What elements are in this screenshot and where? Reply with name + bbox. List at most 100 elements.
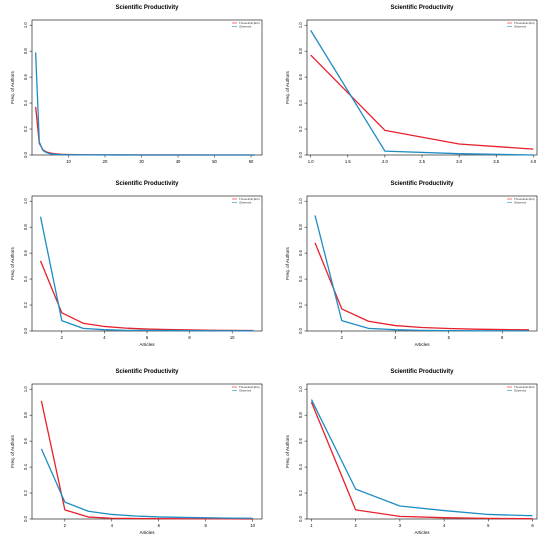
x-axis-label: Articles <box>414 530 430 535</box>
y-tick-label: 0.0 <box>298 515 303 521</box>
y-tick-label: 0.2 <box>298 301 303 307</box>
y-axis-label: Freq. of Authors <box>10 434 15 467</box>
chart-title: Scientific Productivity <box>390 5 454 11</box>
y-axis-label: Freq. of Authors <box>10 246 15 279</box>
y-tick-label: 1.0 <box>23 198 28 204</box>
y-tick-label: 0.6 <box>23 250 28 256</box>
plot-frame <box>31 195 263 332</box>
legend-entry: Observed <box>514 24 527 28</box>
series-line-observed <box>39 216 254 332</box>
x-tick-label: 10 <box>230 335 235 340</box>
legend-entry: Theoretical (Est) <box>514 21 535 25</box>
legend-entry: Observed <box>239 200 252 204</box>
y-tick-label: 0.2 <box>23 125 28 131</box>
x-tick-label: 3.5 <box>493 159 499 164</box>
chart-panel-3: Scientific Productivity 0.0 0.2 0.4 0.6 0.8 1.… <box>10 181 263 347</box>
y-axis-label: Freq. of Authors <box>285 434 290 467</box>
x-tick-label: 10 <box>66 159 71 164</box>
legend-entry: Theoretical (Est) <box>514 197 535 201</box>
plot-frame <box>306 19 538 156</box>
series-line-theoretical <box>310 401 533 520</box>
chart-panel-1: Scientific Productivity 0.0 0.2 0.4 0.6 0.8 1.… <box>10 5 263 164</box>
plot-frame <box>31 19 263 156</box>
x-tick-label: 30 <box>139 159 144 164</box>
y-tick-label: 0.6 <box>298 74 303 80</box>
series-line-observed <box>310 399 533 517</box>
y-tick-label: 0.4 <box>23 463 28 469</box>
y-tick-label: 0.0 <box>298 151 303 157</box>
x-tick-label: 2 <box>341 335 344 340</box>
series-line-theoretical <box>310 54 534 150</box>
series-line-theoretical <box>40 400 253 520</box>
y-tick-label: 0.6 <box>298 250 303 256</box>
series-line-observed <box>314 215 529 332</box>
chart-title: Scientific Productivity <box>390 181 454 187</box>
x-tick-label: 8 <box>501 335 504 340</box>
y-tick-label: 1.0 <box>298 386 303 392</box>
x-tick-label: 3 <box>399 523 402 528</box>
y-tick-label: 0.0 <box>23 515 28 521</box>
legend-entry: Theoretical (Est) <box>239 21 260 25</box>
chart-title: Scientific Productivity <box>115 369 179 375</box>
series-line-theoretical <box>35 106 255 156</box>
series-line-observed <box>40 448 253 519</box>
x-tick-label: 1 <box>310 523 313 528</box>
x-tick-label: 2.0 <box>382 159 388 164</box>
y-tick-label: 1.0 <box>298 198 303 204</box>
x-tick-label: 6 <box>158 523 161 528</box>
y-tick-label: 0.0 <box>23 151 28 157</box>
x-tick-label: 40 <box>176 159 181 164</box>
y-tick-label: 0.2 <box>298 489 303 495</box>
plot-frame <box>31 383 263 520</box>
x-tick-label: 2 <box>354 523 357 528</box>
legend-entry: Observed <box>514 200 527 204</box>
y-tick-label: 0.6 <box>23 74 28 80</box>
y-tick-label: 1.0 <box>23 22 28 28</box>
x-tick-label: 5 <box>487 523 490 528</box>
y-tick-label: 0.2 <box>23 301 28 307</box>
y-tick-label: 0.4 <box>298 463 303 469</box>
chart-title: Scientific Productivity <box>115 181 179 187</box>
series-line-observed <box>35 52 255 156</box>
y-tick-label: 0.8 <box>298 412 303 418</box>
x-tick-label: 4 <box>103 335 106 340</box>
x-tick-label: 1.0 <box>308 159 314 164</box>
x-tick-label: 20 <box>103 159 108 164</box>
x-tick-label: 2 <box>61 335 64 340</box>
y-tick-label: 0.8 <box>23 224 28 230</box>
legend-entry: Theoretical (Est) <box>514 385 535 389</box>
y-tick-label: 0.4 <box>23 99 28 105</box>
x-tick-label: 1.5 <box>345 159 351 164</box>
legend-entry: Observed <box>514 388 527 392</box>
y-tick-label: 0.0 <box>23 327 28 333</box>
x-tick-label: 4 <box>443 523 446 528</box>
chart-panel-6: Scientific Productivity 0.0 0.2 0.4 0.6 0.8 1.… <box>285 369 538 535</box>
x-tick-label: 6 <box>531 523 534 528</box>
y-tick-label: 0.2 <box>23 489 28 495</box>
x-axis-label: Articles <box>414 342 430 347</box>
y-tick-label: 0.0 <box>298 327 303 333</box>
y-tick-label: 0.8 <box>23 412 28 418</box>
x-tick-label: 4 <box>111 523 114 528</box>
x-tick-label: 60 <box>249 159 254 164</box>
y-tick-label: 0.6 <box>23 438 28 444</box>
x-tick-label: 6 <box>448 335 451 340</box>
y-tick-label: 0.2 <box>298 125 303 131</box>
y-tick-label: 1.0 <box>298 22 303 28</box>
chart-panel-5: Scientific Productivity 0.0 0.2 0.4 0.6 0.8 1.… <box>10 369 263 535</box>
legend-entry: Observed <box>239 24 252 28</box>
y-tick-label: 0.4 <box>298 275 303 281</box>
y-tick-label: 1.0 <box>23 386 28 392</box>
series-line-observed <box>310 30 534 156</box>
y-tick-label: 0.4 <box>23 275 28 281</box>
chart-title: Scientific Productivity <box>390 369 454 375</box>
y-axis-label: Freq. of Authors <box>285 246 290 279</box>
plot-frame <box>306 383 538 520</box>
x-tick-label: 8 <box>205 523 208 528</box>
y-tick-label: 0.8 <box>23 48 28 54</box>
y-tick-label: 0.4 <box>298 99 303 105</box>
x-tick-label: 6 <box>146 335 149 340</box>
series-line-theoretical <box>39 260 254 332</box>
legend-entry: Observed <box>239 388 252 392</box>
